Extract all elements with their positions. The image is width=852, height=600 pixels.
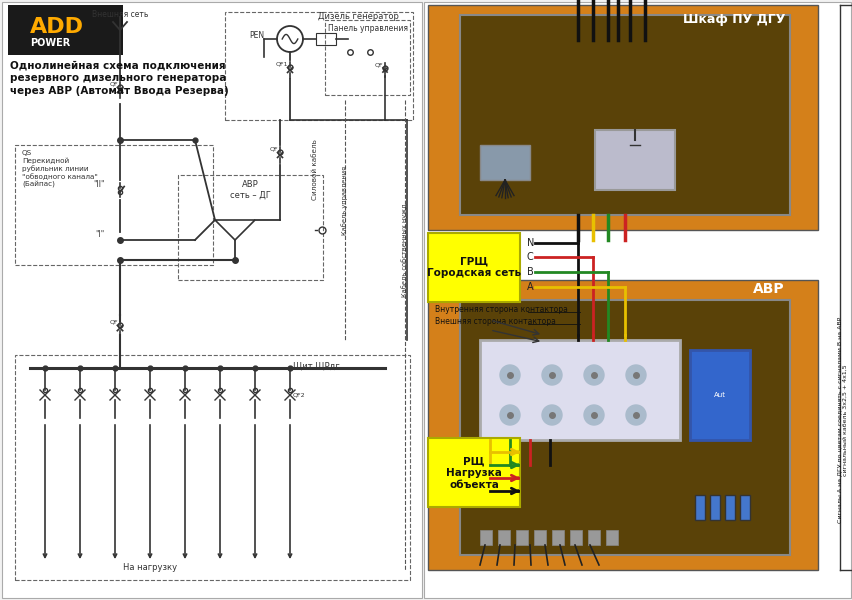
Bar	[459, 300, 789, 555]
Bar	[533, 530, 545, 545]
Bar	[2, 2, 422, 598]
Text: Дизель генератор: Дизель генератор	[318, 12, 399, 21]
Text: Кабель собственных нужд: Кабель собственных нужд	[401, 203, 408, 297]
Text: Внешняя сеть: Внешняя сеть	[92, 10, 148, 19]
Text: QF: QF	[374, 62, 383, 67]
Text: QS
Перекидной
рубильник линии
"обводного канала"
(Байпас): QS Перекидной рубильник линии "обводного…	[22, 150, 98, 188]
Text: QF1: QF1	[275, 62, 288, 67]
Text: "I": "I"	[95, 230, 105, 239]
Bar	[428, 280, 817, 570]
Circle shape	[584, 365, 603, 385]
Text: Шкаф ПУ ДГУ: Шкаф ПУ ДГУ	[682, 13, 784, 26]
Bar	[724, 495, 734, 520]
Text: QF: QF	[109, 319, 118, 325]
Text: ГРЩ
Городская сеть: ГРЩ Городская сеть	[427, 256, 521, 278]
Circle shape	[499, 365, 520, 385]
Text: Силовой кабель: Силовой кабель	[312, 140, 318, 200]
Bar	[689, 350, 749, 440]
Text: АВР: АВР	[752, 282, 784, 296]
Text: Щит ЩРдг: Щит ЩРдг	[293, 362, 340, 371]
Text: POWER: POWER	[30, 38, 70, 48]
Text: Однолинейная схема подключения
резервного дизельного генератора
через АВР (Автом: Однолинейная схема подключения резервног…	[10, 60, 228, 97]
Text: На нагрузку: На нагрузку	[123, 563, 177, 572]
Bar	[515, 530, 527, 545]
Text: "II": "II"	[94, 181, 105, 190]
Bar	[459, 15, 789, 215]
Text: Внутренняя сторона контактора: Внутренняя сторона контактора	[435, 305, 567, 314]
Text: ADD: ADD	[30, 17, 83, 37]
Text: QF: QF	[269, 147, 278, 152]
Text: Кабель управления: Кабель управления	[341, 166, 348, 235]
Bar	[315, 33, 336, 45]
Bar	[480, 145, 529, 180]
Bar	[569, 530, 581, 545]
Text: АВР
сеть – ДГ: АВР сеть – ДГ	[229, 180, 270, 199]
Text: A: A	[527, 282, 533, 292]
Text: Панель управления: Панель управления	[328, 24, 407, 33]
Text: РЩ
Нагрузка
объекта: РЩ Нагрузка объекта	[446, 457, 501, 490]
Text: QF2: QF2	[292, 392, 305, 397]
Bar	[480, 530, 492, 545]
Bar	[480, 340, 679, 440]
Circle shape	[584, 405, 603, 425]
Circle shape	[541, 365, 561, 385]
Bar	[709, 495, 719, 520]
Text: Aut: Aut	[713, 392, 725, 398]
Text: C: C	[527, 252, 533, 262]
FancyBboxPatch shape	[428, 438, 520, 507]
Bar	[498, 530, 509, 545]
Bar	[740, 495, 749, 520]
Bar	[551, 530, 563, 545]
Bar	[694, 495, 704, 520]
Circle shape	[541, 405, 561, 425]
Bar	[595, 130, 674, 190]
Circle shape	[625, 405, 645, 425]
Text: Сигналы А на ДГУ по цветам соединять с сигналами В на АВР
сигнальный кабель 3х2,: Сигналы А на ДГУ по цветам соединять с с…	[836, 317, 847, 523]
FancyBboxPatch shape	[428, 233, 520, 302]
Text: N: N	[527, 238, 533, 248]
Bar	[8, 5, 123, 55]
Circle shape	[499, 405, 520, 425]
Bar	[587, 530, 599, 545]
Text: QF: QF	[109, 82, 118, 86]
Bar	[428, 5, 817, 230]
Text: Внешняя сторона контактора: Внешняя сторона контактора	[435, 317, 556, 326]
Circle shape	[625, 365, 645, 385]
Bar	[605, 530, 618, 545]
Text: PEN: PEN	[249, 31, 263, 40]
Bar	[423, 2, 850, 598]
Text: B: B	[527, 267, 533, 277]
